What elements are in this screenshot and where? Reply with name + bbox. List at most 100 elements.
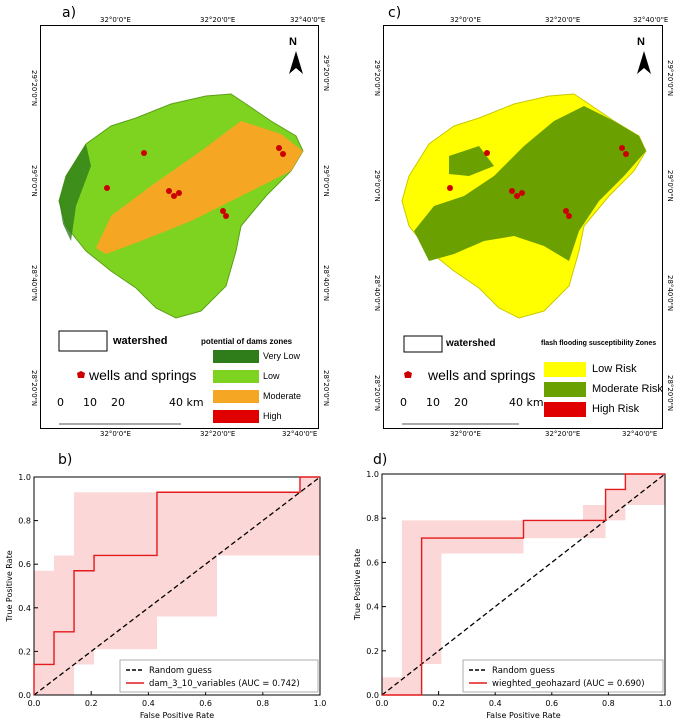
map-c-left-tick-1: 29°20'0"N — [373, 60, 381, 97]
map-c-legend-title: flash flooding susceptibility Zones — [541, 340, 657, 347]
chart-b-legend-label-1: dam_3_10_variables (AUC = 0.742) — [149, 679, 300, 689]
map-c-left-tick-3: 28°40'0"N — [373, 275, 381, 312]
chart-b-xtick-label: 0.2 — [85, 699, 98, 708]
map-a-scale-10: 10 — [83, 396, 97, 409]
map-c-class-moderate: Moderate Risk — [592, 383, 663, 395]
map-a-left-tick-4: 28°20'0"N — [30, 370, 38, 407]
chart-d-series-1 — [382, 473, 665, 696]
map-c-right-tick-4: 28°20'0"N — [666, 375, 674, 412]
map-a-legend-title: potential of dams zones — [201, 337, 293, 346]
map-a-moderate-zone — [96, 121, 303, 254]
map-c-right-tick-1: 29°20'0"N — [666, 60, 674, 97]
map-a-bottom-tick-2: 32°20'0"E — [200, 430, 236, 438]
chart-d-ytick-label: 0.0 — [366, 691, 379, 700]
map-c-bottom-tick-3: 32°40'0"E — [622, 430, 658, 438]
map-c-scale-0: 0 — [400, 396, 407, 409]
map-a-scale-40: 40 km — [169, 396, 204, 409]
chart-b-xtick-label: 0.8 — [256, 699, 269, 708]
map-c-legend-watershed: watershed — [446, 338, 496, 349]
chart-b-ytick-label: 0.4 — [18, 604, 31, 613]
panel-label-c: c) — [388, 5, 402, 21]
chart-d-xtick-label: 0.0 — [376, 699, 389, 708]
map-c-swatch-low — [544, 362, 586, 377]
map-a-class-verylow: Very Low — [263, 351, 301, 361]
chart-d-ylabel: True Positive Rate — [353, 549, 362, 621]
chart-d-legend-label-1: wieghted_geohazard (AUC = 0.690) — [492, 679, 645, 689]
map-c-left-tick-2: 29°0'0"N — [373, 170, 381, 202]
map-c-class-low: Low Risk — [592, 363, 637, 375]
map-c-swatch-high — [544, 402, 586, 417]
map-a-swatch-high — [213, 410, 259, 423]
chart-b-xtick-label: 0.0 — [28, 699, 41, 708]
chart-b-ytick-label: 0.6 — [18, 560, 31, 569]
chart-b-xtick-label: 0.6 — [199, 699, 212, 708]
map-c-scale-40: 40 km — [509, 396, 544, 409]
map-a-right-tick-2: 29°0'0"N — [322, 165, 330, 197]
map-c-legend-wells: wells and springs — [428, 367, 536, 383]
chart-d-legend-label-0: Random guess — [492, 666, 555, 676]
map-a-top-tick-1: 32°0'0"E — [100, 16, 131, 24]
map-a-wells — [104, 145, 286, 219]
map-c-bottom-tick-2: 32°20'0"E — [545, 430, 581, 438]
map-c-scale-10: 10 — [426, 396, 440, 409]
map-c-moderate-zone — [414, 106, 646, 261]
chart-d-series-0 — [381, 473, 666, 696]
map-c-top-tick-2: 32°20'0"E — [545, 16, 581, 24]
map-a-left-tick-2: 29°0'0"N — [30, 165, 38, 197]
roc-chart-b: 0.0 0.2 0.4 0.6 0.8 1.0 0.0 0.2 0.4 0.6 0.8 1.0 Fals… — [5, 473, 326, 720]
map-c-north-label: N — [637, 36, 645, 48]
map-a-north-label: N — [289, 36, 297, 48]
map-c-left-tick-4: 28°20'0"N — [373, 375, 381, 412]
panel-label-a: a) — [62, 5, 77, 21]
map-c-wells — [447, 145, 629, 219]
map-a-legend-wells: wells and springs — [89, 367, 197, 383]
map-a-north-arrow — [289, 51, 303, 74]
map-a-scale-0: 0 — [57, 396, 64, 409]
map-a-right-tick-3: 28°40'0"N — [322, 265, 330, 302]
map-c-frame: N watershed wells and springs flash floo… — [383, 25, 663, 429]
map-a-swatch-moderate — [213, 390, 259, 403]
panel-label-b: b) — [58, 452, 73, 468]
map-c-top-tick-3: 32°40'0"E — [633, 16, 669, 24]
chart-b-ytick-label: 1.0 — [18, 473, 31, 482]
chart-b-series-0 — [33, 476, 321, 696]
map-a-swatch-low — [213, 370, 259, 383]
map-a-class-moderate: Moderate — [263, 391, 302, 401]
chart-d-xtick-label: 0.8 — [602, 699, 615, 708]
chart-b-legend-label-0: Random guess — [149, 666, 212, 676]
chart-d-confidence-band — [382, 474, 665, 695]
chart-d-legend-box — [462, 659, 664, 693]
chart-d-ytick-label: 0.6 — [366, 558, 379, 567]
chart-b-series-1 — [33, 476, 320, 695]
chart-d-ytick-label: 0.8 — [366, 514, 379, 523]
map-c-class-high: High Risk — [592, 403, 640, 415]
roc-chart-d: 0.0 0.2 0.4 0.6 0.8 1.0 0.0 0.2 0.4 0.6 0.8 1.0 Fals… — [353, 470, 672, 720]
chart-b-ytick-label: 0.0 — [18, 691, 31, 700]
chart-d-xtick-label: 0.6 — [545, 699, 558, 708]
map-a-right-tick-1: 29°20'0"N — [322, 55, 330, 92]
map-a-swatch-verylow — [213, 350, 259, 363]
map-a-frame: N watershed wells and springs potential … — [40, 25, 319, 429]
map-a-graphic — [58, 51, 304, 425]
map-a-verylow-zone — [59, 144, 91, 241]
map-c-swatch-moderate — [544, 382, 586, 397]
chart-d-ytick-label: 1.0 — [366, 470, 379, 479]
map-c-right-tick-2: 29°0'0"N — [666, 170, 674, 202]
chart-d-xtick-label: 0.2 — [432, 699, 445, 708]
map-a-top-tick-2: 32°20'0"E — [200, 16, 236, 24]
map-c-graphic — [401, 51, 651, 425]
map-c-north-arrow — [637, 51, 651, 74]
map-a-class-low: Low — [263, 371, 280, 381]
map-a-class-high: High — [263, 411, 282, 421]
chart-b-xtick-label: 0.4 — [142, 699, 155, 708]
chart-b-xlabel: False Positive Rate — [140, 711, 214, 720]
chart-d-ytick-label: 0.4 — [366, 603, 379, 612]
map-c-right-tick-3: 28°40'0"N — [666, 275, 674, 312]
map-a-top-tick-3: 32°40'0"E — [290, 16, 326, 24]
map-a-right-tick-4: 28°20'0"N — [322, 370, 330, 407]
map-c-scale-20: 20 — [454, 396, 468, 409]
chart-b-ylabel: True Positive Rate — [5, 550, 14, 622]
chart-d-xtick-label: 1.0 — [659, 699, 672, 708]
chart-b-axes-frame — [33, 476, 321, 696]
panel-label-d: d) — [373, 452, 388, 468]
